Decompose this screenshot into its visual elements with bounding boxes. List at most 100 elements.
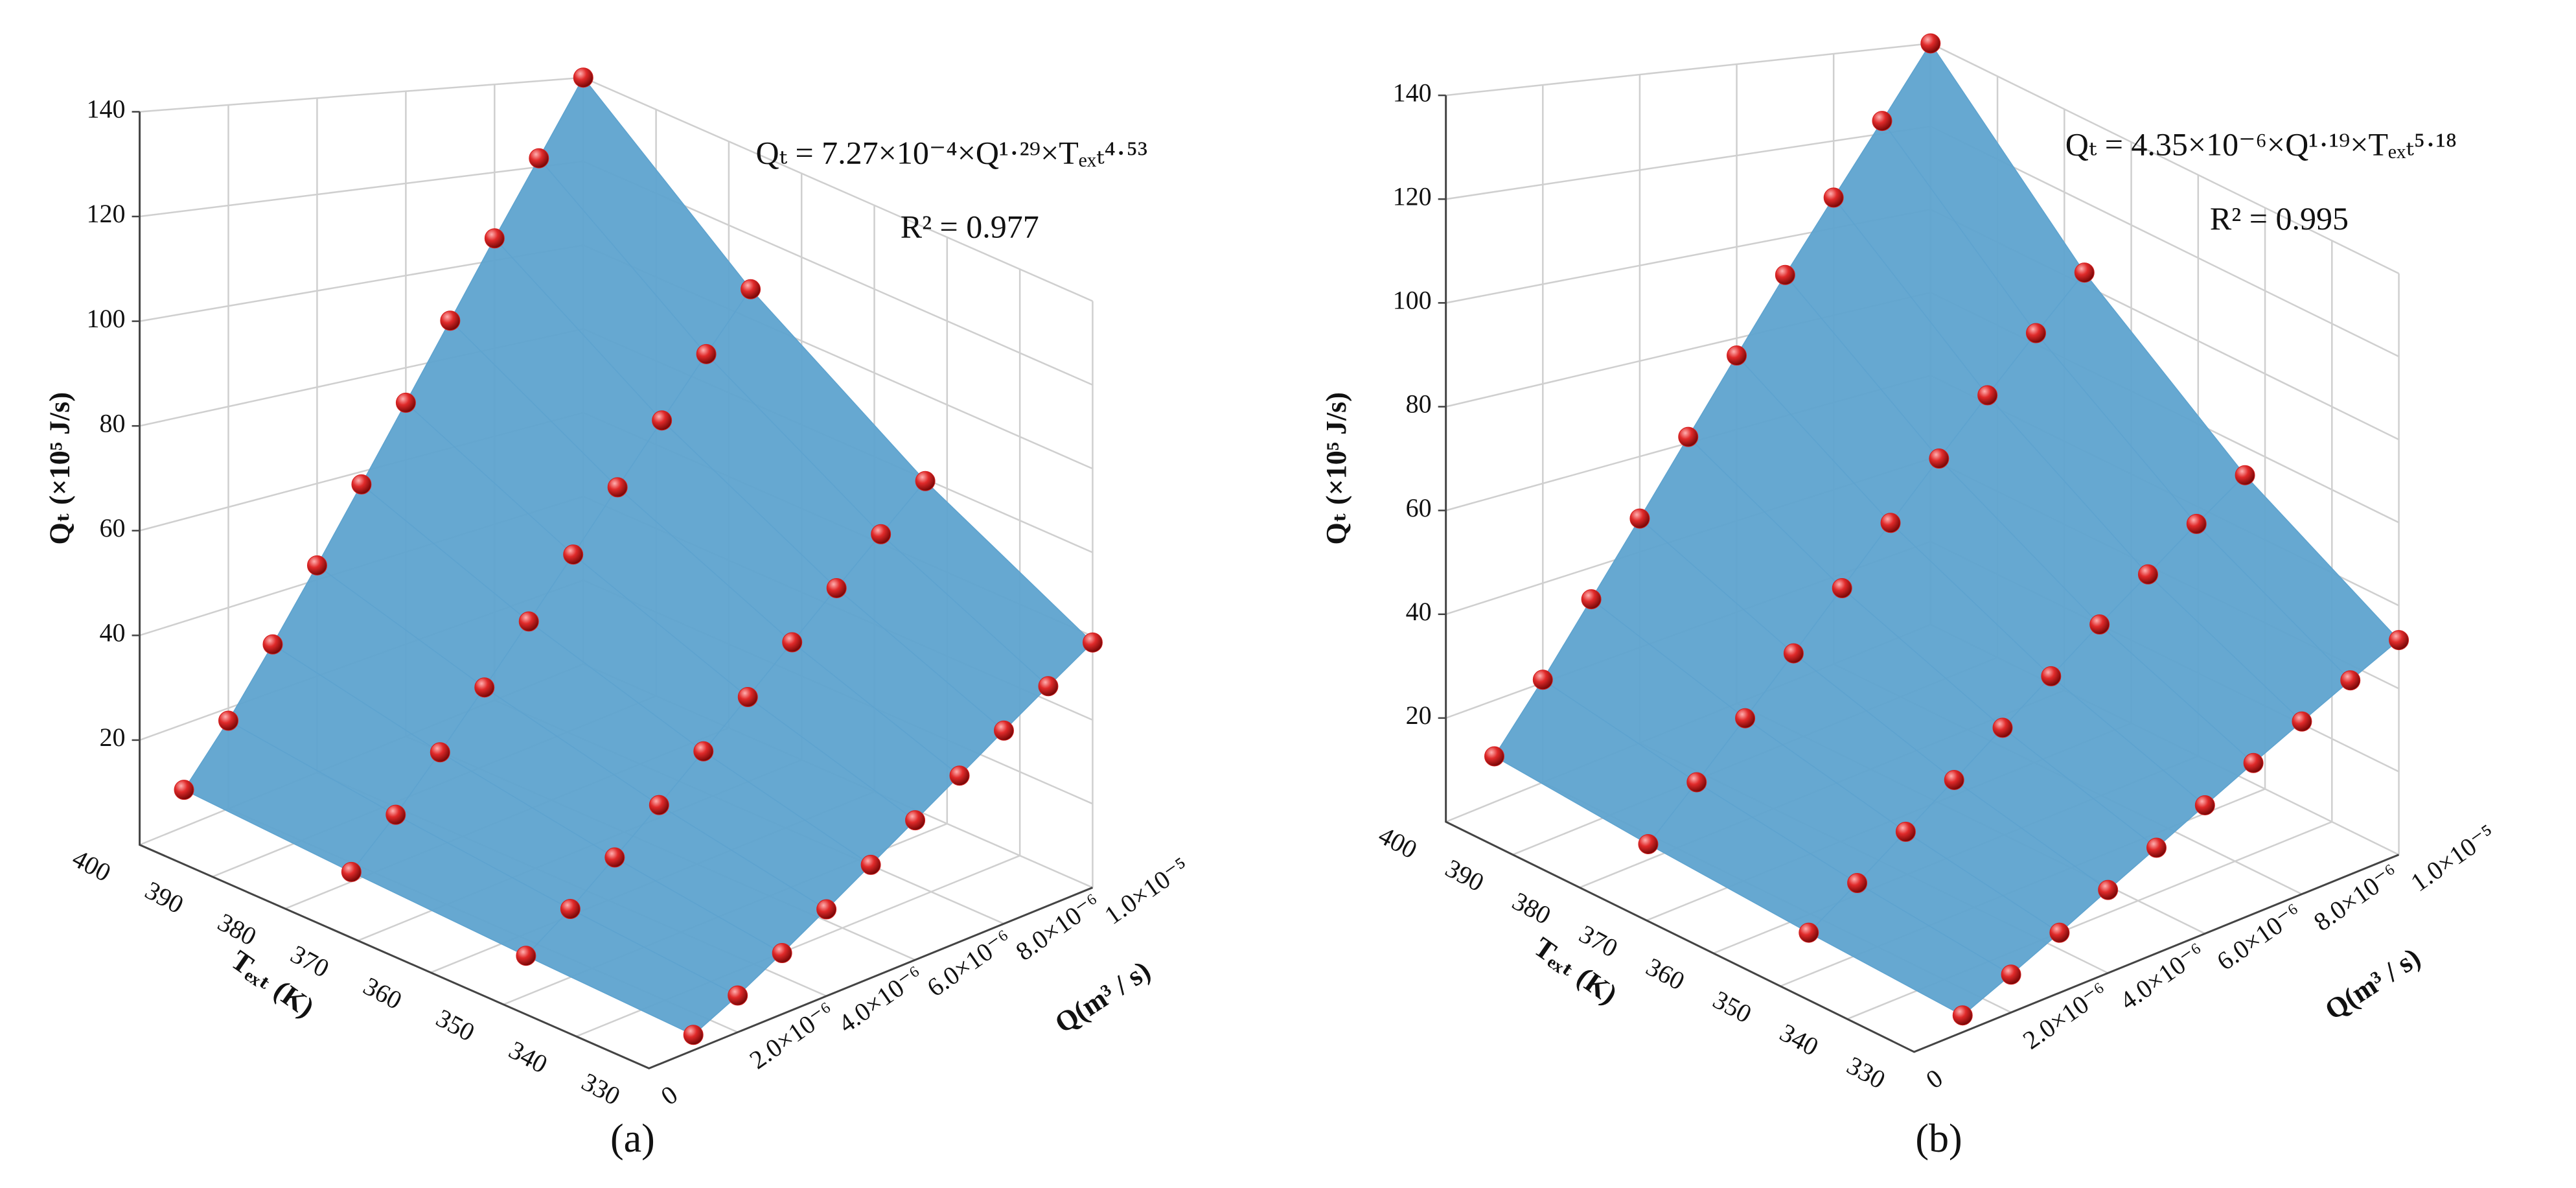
data-point xyxy=(2243,752,2264,773)
axis-line xyxy=(139,111,1094,1070)
panel-label: (a) xyxy=(610,1117,655,1161)
data-point xyxy=(1977,385,1998,406)
data-point xyxy=(1783,643,1804,664)
x-tick-label: 1.0×10⁻⁵ xyxy=(1099,852,1194,931)
z-tick-label: 40 xyxy=(100,618,126,647)
grid-line xyxy=(582,76,1093,302)
data-point xyxy=(826,577,847,598)
data-point xyxy=(1895,821,1916,842)
y-tick-label: 330 xyxy=(1842,1051,1890,1095)
data-point xyxy=(860,854,881,875)
data-point xyxy=(741,279,761,299)
data-point xyxy=(2292,711,2312,732)
data-point xyxy=(2194,795,2215,815)
data-point xyxy=(1992,717,2013,738)
data-point xyxy=(2074,262,2095,283)
equation: Qₜ = 7.27×10⁻⁴×Q¹·²⁹×Tₑₓₜ⁴·⁵³ xyxy=(756,134,1147,170)
data-point xyxy=(518,611,539,632)
data-point xyxy=(1678,426,1699,447)
data-point xyxy=(218,710,239,731)
x-tick-label: 2.0×10⁻⁶ xyxy=(2018,976,2113,1055)
data-point xyxy=(2235,465,2255,485)
data-point xyxy=(1847,873,1868,894)
data-point xyxy=(529,148,549,169)
x-tick-label: 0 xyxy=(1920,1063,1948,1094)
data-point xyxy=(1581,589,1602,610)
grid-line xyxy=(1445,42,1931,97)
data-point xyxy=(2146,837,2167,858)
data-point xyxy=(1929,448,1949,469)
y-tick-label: 390 xyxy=(1441,853,1489,897)
x-tick-label: 1.0×10⁻⁵ xyxy=(2406,819,2501,898)
grid-line xyxy=(139,160,584,218)
y-tick-label: 400 xyxy=(1374,821,1422,865)
z-tick-label: 20 xyxy=(1406,701,1432,730)
x-axis-label: Q(m³ / s) xyxy=(1049,955,1156,1040)
z-tick-label: 120 xyxy=(87,199,126,228)
data-point xyxy=(1638,833,1659,854)
data-point xyxy=(2137,564,2158,585)
x-tick-label: 0 xyxy=(656,1080,683,1111)
x-tick-label: 6.0×10⁻⁶ xyxy=(922,924,1017,1003)
data-point xyxy=(1823,187,1844,208)
y-tick-label: 340 xyxy=(1775,1018,1823,1062)
data-point xyxy=(573,67,593,88)
data-point xyxy=(915,471,936,491)
y-tick-label: 380 xyxy=(1508,886,1556,930)
y-tick-label: 370 xyxy=(286,939,334,983)
grid-line xyxy=(139,76,584,113)
data-point xyxy=(2001,964,2021,985)
panel-label: (b) xyxy=(1915,1117,1962,1161)
x-tick-label: 8.0×10⁻⁶ xyxy=(1010,887,1105,966)
z-axis-label: Qₜ (×10⁵ J/s) xyxy=(43,392,75,544)
z-tick-label: 60 xyxy=(100,513,126,542)
z-tick-label: 100 xyxy=(1393,286,1432,315)
data-point xyxy=(351,474,372,495)
data-point xyxy=(341,861,362,882)
y-tick-label: 350 xyxy=(431,1003,479,1047)
data-point xyxy=(737,687,758,708)
equation: Qₜ = 4.35×10⁻⁶×Q¹·¹⁹×Tₑₓₜ⁵·¹⁸ xyxy=(2065,126,2457,163)
data-point xyxy=(1484,746,1504,767)
z-tick-label: 20 xyxy=(100,723,126,752)
z-tick-label: 140 xyxy=(1393,78,1432,107)
data-point xyxy=(484,228,505,249)
grid-line xyxy=(1930,42,2400,275)
data-point xyxy=(607,477,628,498)
data-point xyxy=(2186,513,2207,534)
x-tick-label: 6.0×10⁻⁶ xyxy=(2211,898,2306,977)
y-tick-label: 400 xyxy=(67,843,115,887)
data-point xyxy=(871,524,891,544)
grid-line xyxy=(1445,125,1931,200)
axis-line xyxy=(1445,95,2400,1053)
data-point xyxy=(563,544,584,565)
data-point xyxy=(1944,769,1964,790)
data-point xyxy=(2098,879,2119,900)
data-point xyxy=(1686,772,1707,793)
data-point xyxy=(1872,111,1892,132)
y-tick-label: 350 xyxy=(1708,984,1756,1029)
data-point xyxy=(2389,630,2409,651)
r-squared: R² = 0.995 xyxy=(2210,200,2349,237)
z-tick-label: 100 xyxy=(87,304,126,333)
x-tick-label: 4.0×10⁻⁶ xyxy=(833,960,928,1039)
z-tick-label: 120 xyxy=(1393,181,1432,211)
data-point xyxy=(2089,614,2110,635)
data-point xyxy=(306,555,327,576)
data-point xyxy=(1532,670,1553,690)
data-point xyxy=(262,634,283,655)
data-point xyxy=(1880,513,1901,533)
y-tick-label: 360 xyxy=(1642,952,1690,996)
x-tick-label: 4.0×10⁻⁶ xyxy=(2115,937,2210,1016)
y-tick-label: 340 xyxy=(504,1035,552,1079)
data-point xyxy=(782,632,803,653)
data-point xyxy=(2049,922,2070,943)
data-point xyxy=(1952,1005,1973,1026)
data-point xyxy=(728,985,748,1006)
data-point xyxy=(2041,666,2062,686)
data-point xyxy=(474,677,495,698)
y-tick-label: 360 xyxy=(359,971,407,1015)
data-point xyxy=(683,1025,704,1045)
data-point xyxy=(649,795,669,815)
